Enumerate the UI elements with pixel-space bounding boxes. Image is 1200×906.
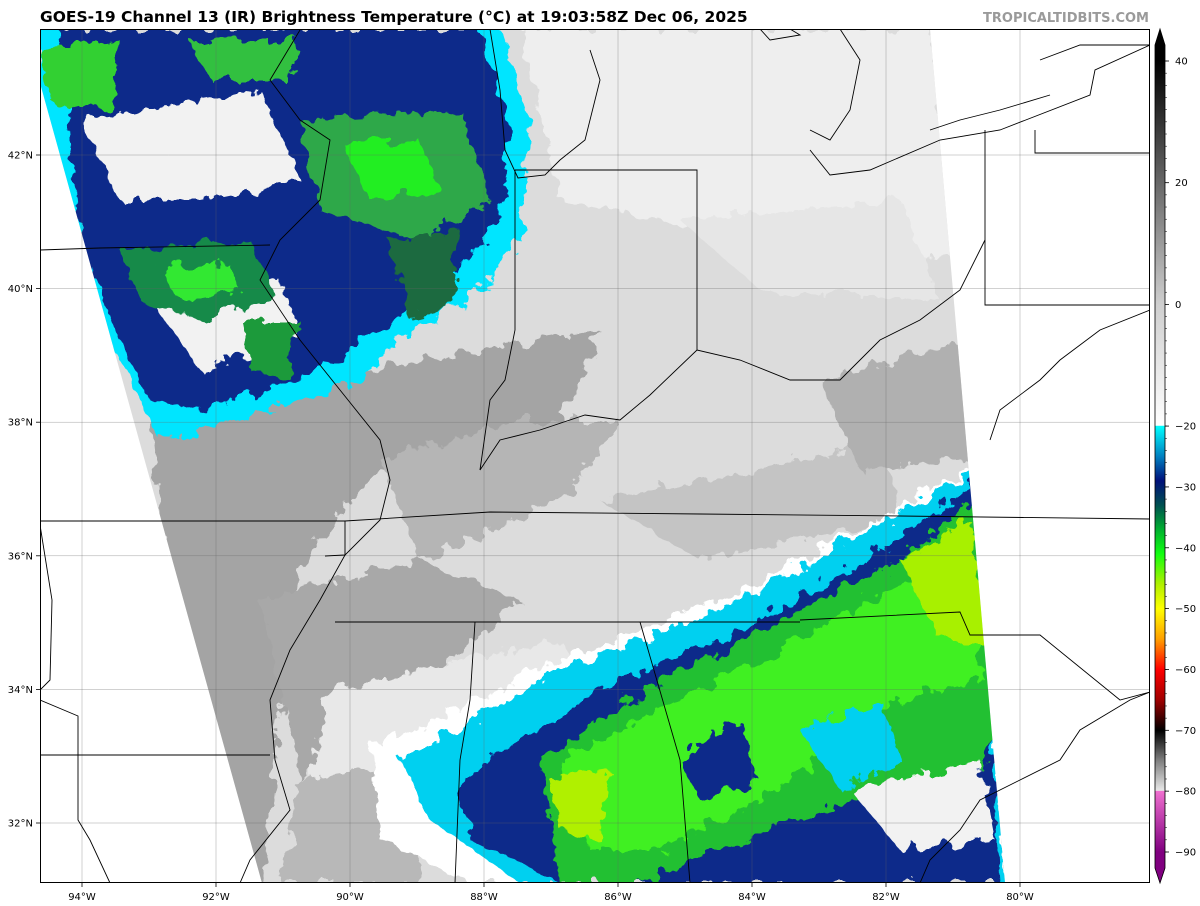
mississippi-alabama-border: [454, 621, 476, 883]
lat-label: 34°N: [8, 685, 33, 696]
ohio-river: [479, 239, 986, 471]
lon-label: 94°W: [68, 892, 96, 903]
lat-label: 42°N: [8, 151, 33, 162]
lake-ontario-shore: [1039, 44, 1150, 61]
lat-label: 36°N: [8, 551, 33, 562]
atlantic-coast: [919, 691, 1150, 883]
colorbar-tick-label: −40: [1175, 543, 1196, 554]
axis-labels: 94°W 92°W 90°W 88°W 86°W 84°W 82°W 80°W 42°N 40°N…: [8, 151, 1034, 904]
colorbar-tick-label: −60: [1175, 665, 1196, 676]
colorbar-ticks: 40 20 0 −20 −30 −40 −50 −60 −70 −80 −90: [1165, 57, 1196, 859]
watermark: TROPICALTIDBITS.COM: [983, 11, 1149, 26]
lon-label: 84°W: [738, 892, 766, 903]
virginia-border: [989, 309, 1150, 441]
ir-imagery: [40, 29, 1005, 883]
carolinas-border: [799, 611, 1150, 701]
lon-label: 82°W: [872, 892, 900, 903]
graticule: [40, 29, 1150, 883]
cloud-band-southeast: [370, 465, 1005, 883]
indiana-michigan-ohio-border: [515, 169, 698, 350]
colorbar-tick-label: −70: [1175, 726, 1196, 737]
ny-pa-border: [1034, 130, 1150, 154]
oklahoma-border: [40, 524, 53, 691]
upper-michigan-shore: [759, 29, 802, 41]
tennessee-kentucky-border: [344, 511, 1150, 522]
colorbar-tick-label: −90: [1175, 848, 1196, 859]
missouri-arkansas-border: [40, 520, 346, 557]
lat-label: 38°N: [8, 418, 33, 429]
colorbar: 40 20 0 −20 −30 −40 −50 −60 −70 −80 −90: [1154, 27, 1196, 885]
lat-label: 32°N: [8, 819, 33, 830]
colorbar-tick-label: 20: [1175, 178, 1188, 189]
cloud-mass-northwest: [40, 29, 530, 440]
ohio-pennsylvania-border: [984, 130, 1150, 306]
lake-erie-shore: [809, 44, 1150, 176]
lat-label: 40°N: [8, 284, 33, 295]
illinois-indiana-border: [479, 170, 516, 471]
colorbar-tick-label: −30: [1175, 482, 1196, 493]
boundaries: [40, 29, 1150, 883]
map-frame: [40, 29, 1150, 883]
colorbar-tick-label: −50: [1175, 604, 1196, 615]
lon-label: 92°W: [202, 892, 230, 903]
lake-erie-north: [929, 94, 1051, 131]
colorbar-tick-label: 40: [1175, 57, 1188, 68]
colorbar-tick-label: 0: [1175, 300, 1181, 311]
colorbar-bar: [1154, 27, 1166, 885]
lon-label: 80°W: [1006, 892, 1034, 903]
louisiana-texas-border: [40, 699, 111, 883]
lon-label: 88°W: [470, 892, 498, 903]
lake-huron-shore: [809, 29, 861, 141]
mississippi-river: [239, 29, 391, 883]
alabama-georgia-border: [639, 621, 691, 883]
lon-label: 90°W: [336, 892, 364, 903]
lon-label: 86°W: [604, 892, 632, 903]
colorbar-tick-label: −20: [1175, 422, 1196, 433]
colorbar-tick-label: −80: [1175, 787, 1196, 798]
lake-michigan-shore: [489, 29, 601, 179]
iowa-missouri-border: [40, 244, 271, 251]
map-title: GOES-19 Channel 13 (IR) Brightness Tempe…: [40, 8, 748, 26]
